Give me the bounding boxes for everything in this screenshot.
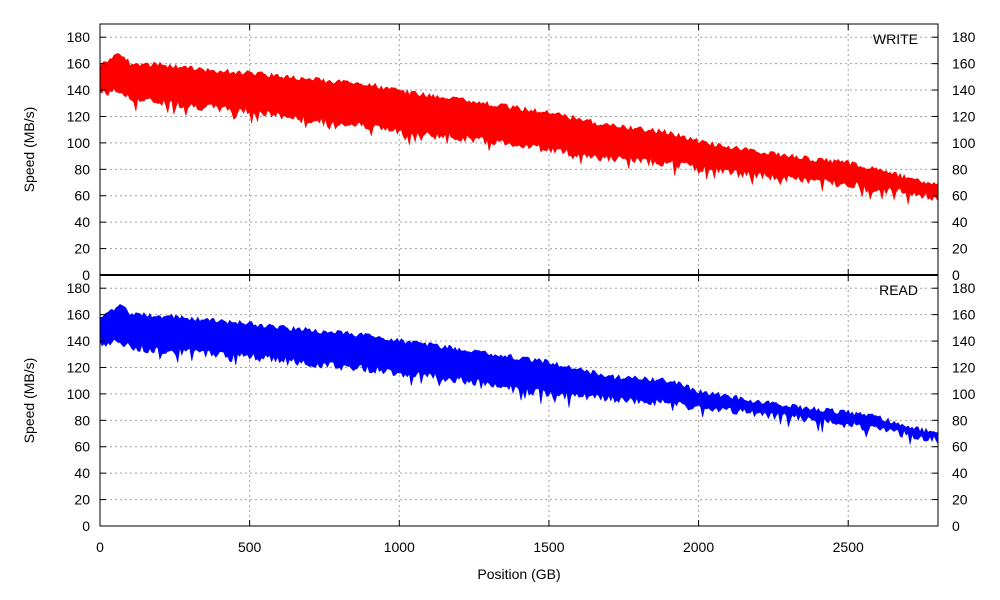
y-tick-label-right: 0 xyxy=(952,518,960,534)
x-axis-title: Position (GB) xyxy=(477,566,560,582)
y-tick-label-right: 60 xyxy=(952,188,968,204)
y-tick-label-right: 180 xyxy=(952,29,976,45)
y-axis-title: Speed (MB/s) xyxy=(21,358,37,444)
y-tick-label-left: 80 xyxy=(74,161,90,177)
y-tick-label-left: 140 xyxy=(67,82,91,98)
y-tick-label-left: 140 xyxy=(67,333,91,349)
y-tick-label-left: 180 xyxy=(67,29,91,45)
y-tick-label-right: 180 xyxy=(952,280,976,296)
y-tick-label-right: 0 xyxy=(952,267,960,283)
x-tick-label: 500 xyxy=(238,539,262,555)
x-tick-label: 1000 xyxy=(384,539,415,555)
y-tick-label-left: 40 xyxy=(74,214,90,230)
frame-layer xyxy=(99,23,939,527)
y-tick-label-right: 100 xyxy=(952,135,976,151)
x-tick-label: 1500 xyxy=(533,539,564,555)
y-tick-label-right: 20 xyxy=(952,492,968,508)
y-tick-label-left: 160 xyxy=(67,56,91,72)
series-band-read xyxy=(99,304,939,445)
plot-frame xyxy=(99,23,939,276)
y-tick-label-left: 60 xyxy=(74,439,90,455)
y-tick-label-left: 180 xyxy=(67,280,91,296)
y-axis-title: Speed (MB/s) xyxy=(21,107,37,193)
y-tick-label-right: 160 xyxy=(952,56,976,72)
y-tick-label-left: 40 xyxy=(74,465,90,481)
y-tick-label-left: 0 xyxy=(82,267,90,283)
y-tick-label-right: 40 xyxy=(952,214,968,230)
y-tick-label-left: 20 xyxy=(74,492,90,508)
y-tick-label-right: 80 xyxy=(952,412,968,428)
y-tick-label-left: 160 xyxy=(67,307,91,323)
y-tick-label-right: 20 xyxy=(952,241,968,257)
y-tick-label-left: 20 xyxy=(74,241,90,257)
y-tick-label-left: 120 xyxy=(67,108,91,124)
x-tick-label: 2000 xyxy=(683,539,714,555)
y-tick-label-right: 160 xyxy=(952,307,976,323)
y-tick-label-right: 100 xyxy=(952,386,976,402)
series-band-write xyxy=(99,52,939,205)
x-tick-label: 0 xyxy=(96,539,104,555)
y-tick-label-left: 100 xyxy=(67,135,91,151)
y-tick-label-left: 0 xyxy=(82,518,90,534)
y-tick-label-left: 60 xyxy=(74,188,90,204)
y-tick-label-left: 120 xyxy=(67,359,91,375)
x-tick-label: 2500 xyxy=(833,539,864,555)
y-tick-label-right: 120 xyxy=(952,359,976,375)
y-tick-label-left: 100 xyxy=(67,386,91,402)
y-tick-label-right: 140 xyxy=(952,82,976,98)
y-tick-label-right: 140 xyxy=(952,333,976,349)
legend-label-read: READ xyxy=(879,282,918,298)
y-tick-label-left: 80 xyxy=(74,412,90,428)
plot-frame xyxy=(99,274,939,527)
y-tick-label-right: 60 xyxy=(952,439,968,455)
y-tick-label-right: 120 xyxy=(952,108,976,124)
y-tick-label-right: 80 xyxy=(952,161,968,177)
y-tick-label-right: 40 xyxy=(952,465,968,481)
legend-label-write: WRITE xyxy=(873,31,918,47)
